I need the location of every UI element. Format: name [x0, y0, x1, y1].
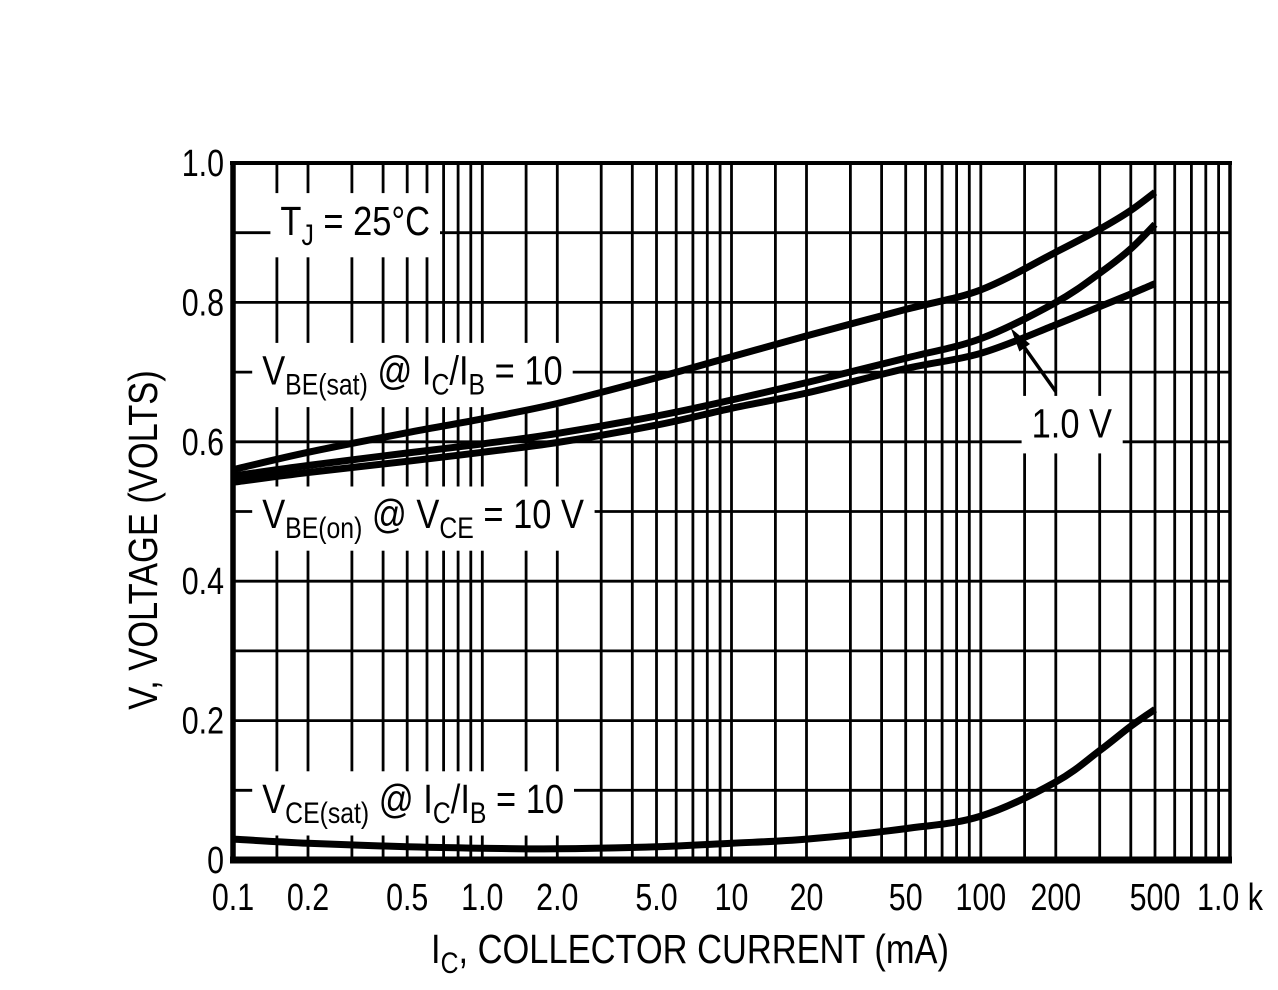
x-tick-label: 5.0 — [635, 877, 677, 919]
y-tick-label-text: 0.8 — [182, 282, 224, 324]
x-tick-label: 1.0 k — [1197, 877, 1264, 919]
x-tick-label-text: 2.0 — [536, 877, 578, 919]
x-tick-label-text: 10 — [715, 877, 749, 919]
vce-sat-curve-label-text: VCE(sat) @ IC/IB = 10 — [262, 777, 564, 829]
vbe-sat-curve-label-text: VBE(sat) @ IC/IB = 10 — [262, 349, 562, 401]
x-tick-label: 0.5 — [386, 877, 428, 919]
x-tick-label-text: 0.5 — [386, 877, 428, 919]
vce-1v-callout-label: 1.0 V — [1021, 395, 1123, 454]
axis-frame — [230, 161, 1232, 864]
annotations: TJ = 25°C VBE(sat) @ IC/IB = 10 VBE(on) @ … — [252, 193, 1123, 836]
y-tick-label: 0 — [207, 840, 224, 882]
y-tick-label: 1.0 — [182, 143, 224, 185]
y-tick-label-text: 0 — [207, 840, 224, 882]
y-tick-label-text: 1.0 — [182, 143, 224, 185]
junction-temp-note-box — [270, 193, 440, 258]
vce-sat-curve-label: VCE(sat) @ IC/IB = 10 — [252, 771, 574, 836]
x-tick-label-text: 0.1 — [212, 877, 254, 919]
vbe-on-curve-label-box — [252, 486, 595, 551]
y-tick-label: 0.6 — [182, 422, 224, 464]
arrow-line — [1018, 340, 1058, 393]
x-tick-label-text: 500 — [1130, 877, 1181, 919]
curves — [232, 189, 1158, 853]
y-tick-label-text: 0.2 — [182, 700, 224, 742]
x-axis-title-text: IC, COLLECTOR CURRENT (mA) — [431, 927, 949, 979]
vbe-on-curve-label-text: VBE(on) @ VCE = 10 V — [262, 492, 584, 544]
y-tick-label-text: 0.6 — [182, 422, 224, 464]
x-tick-label: 2.0 — [536, 877, 578, 919]
curve-vce-sat — [232, 706, 1157, 853]
x-tick-label-text: 50 — [889, 877, 923, 919]
vce-1v-callout-label-box — [1021, 395, 1123, 454]
x-tick-label-text: 20 — [790, 877, 824, 919]
vce-sat-curve-label-box — [252, 771, 574, 836]
curve-vbe-on-1v — [232, 221, 1158, 480]
x-tick-label-text: 100 — [955, 877, 1006, 919]
x-tick-label: 1.0 — [461, 877, 503, 919]
x-tick-label: 0.2 — [287, 877, 329, 919]
junction-temp-note-text: TJ = 25°C — [280, 199, 430, 251]
x-tick-label: 500 — [1130, 877, 1181, 919]
curve-vbe-sat — [232, 189, 1158, 474]
y-tick-label-text: 0.4 — [182, 561, 224, 603]
x-axis-title: IC, COLLECTOR CURRENT (mA) — [431, 927, 949, 979]
vbe-sat-curve-label: VBE(sat) @ IC/IB = 10 — [252, 342, 573, 408]
y-tick-label: 0.4 — [182, 561, 224, 603]
y-tick-label: 0.2 — [182, 700, 224, 742]
x-tick-label-text: 200 — [1030, 877, 1081, 919]
x-tick-label: 100 — [955, 877, 1006, 919]
y-tick-label: 0.8 — [182, 282, 224, 324]
x-tick-label-text: 1.0 k — [1197, 877, 1264, 919]
curve-vbe-on-10v — [232, 280, 1157, 486]
y-axis-title: V, VOLTAGE (VOLTS) — [120, 370, 166, 710]
x-tick-label-text: 5.0 — [635, 877, 677, 919]
tick-labels: 0.1 0.2 0.5 1.0 2.0 5.0 10 20 50 100 200 500 1.0 k 1.… — [182, 143, 1264, 919]
x-tick-label: 10 — [715, 877, 749, 919]
vbe-on-curve-label: VBE(on) @ VCE = 10 V — [252, 486, 595, 551]
arrow-head — [1010, 328, 1030, 352]
vce-1v-callout-label-text: 1.0 V — [1032, 402, 1113, 447]
vbe-sat-curve-label-box — [252, 342, 573, 408]
x-tick-label: 200 — [1030, 877, 1081, 919]
x-tick-label: 0.1 — [212, 877, 254, 919]
x-tick-label: 50 — [889, 877, 923, 919]
callout-arrow — [1010, 328, 1058, 393]
junction-temp-note: TJ = 25°C — [270, 193, 440, 258]
x-tick-label: 20 — [790, 877, 824, 919]
x-tick-label-text: 0.2 — [287, 877, 329, 919]
x-tick-label-text: 1.0 — [461, 877, 503, 919]
